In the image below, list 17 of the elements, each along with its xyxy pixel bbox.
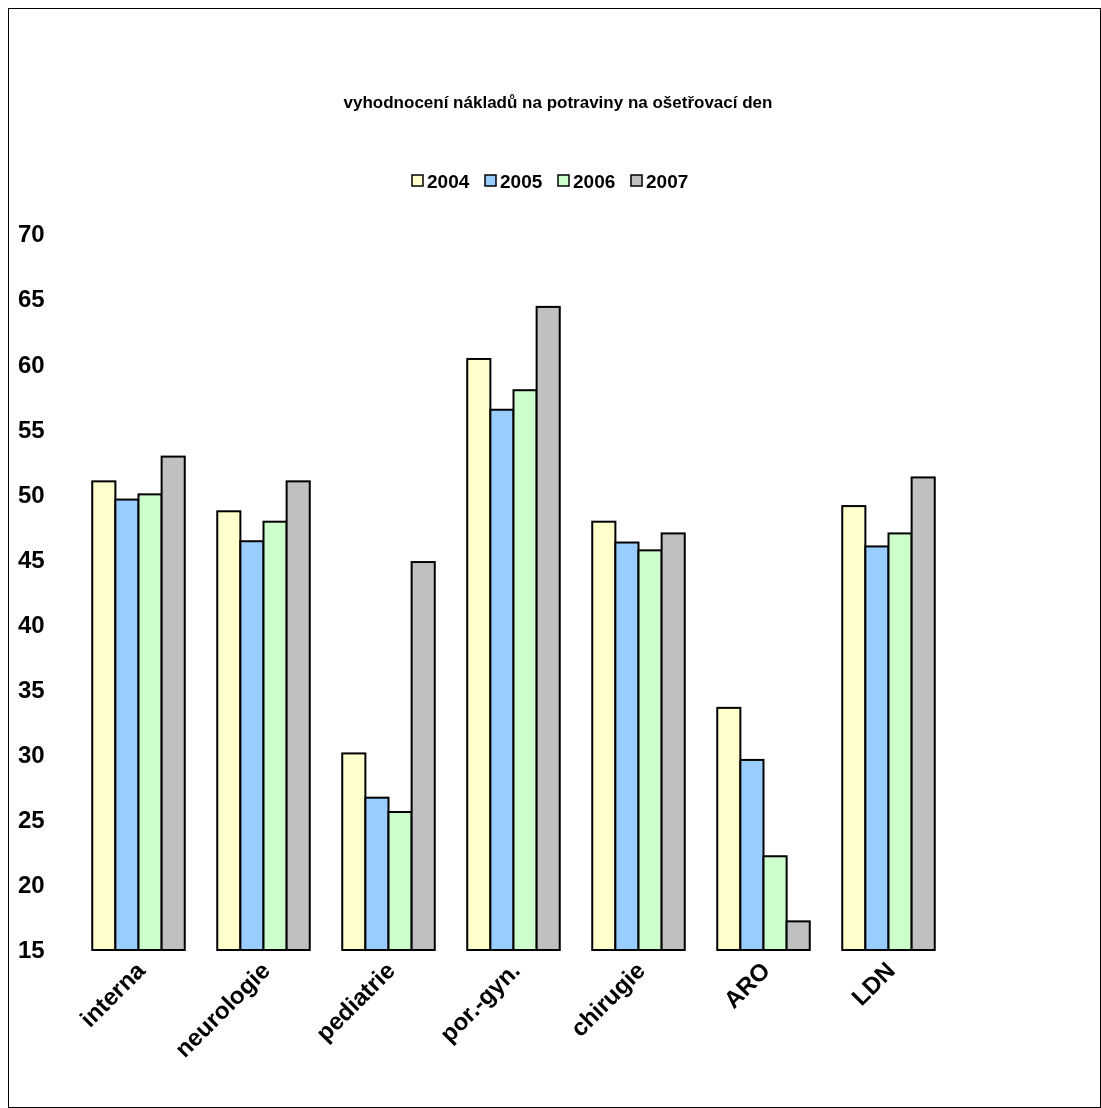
- y-tick-label: 30: [18, 741, 45, 769]
- chart-title: vyhodnocení nákladů na potraviny na ošetřovací den: [343, 93, 773, 112]
- y-tick-label: 65: [18, 285, 45, 313]
- legend-label: 2007: [646, 170, 689, 192]
- y-tick-label: 20: [18, 871, 45, 899]
- legend-label: 2004: [427, 170, 470, 192]
- y-tick-label: 50: [18, 480, 45, 508]
- y-tick-label: 55: [18, 415, 45, 443]
- y-tick-label: 40: [18, 610, 45, 638]
- y-tick-label: 25: [18, 806, 45, 834]
- legend-label: 2005: [500, 170, 543, 192]
- y-tick-label: 15: [18, 936, 45, 964]
- y-tick-label: 35: [18, 676, 45, 704]
- y-tick-label: 60: [18, 350, 45, 378]
- legend-label: 2006: [573, 170, 616, 192]
- y-tick-label: 70: [18, 220, 45, 248]
- y-tick-label: 45: [18, 545, 45, 573]
